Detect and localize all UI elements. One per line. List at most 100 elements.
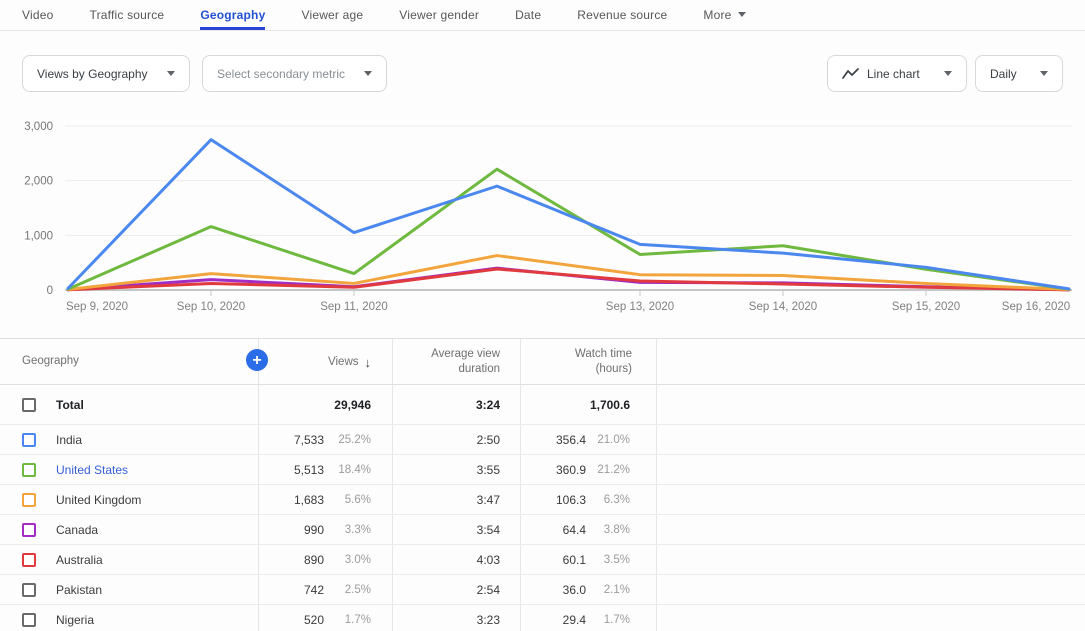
row-label[interactable]: Nigeria: [56, 612, 95, 627]
tab-label: Revenue source: [577, 7, 668, 22]
table-row-united-states: United States 5,513 18.4% 3:55 360.9 21.2%: [0, 455, 1085, 485]
avg-duration-value: 3:55: [476, 462, 500, 477]
watch-time-percent: 3.8%: [603, 523, 630, 536]
sort-descending-icon: ↓: [364, 354, 372, 370]
watch-time-value: 360.9: [555, 462, 586, 477]
watch-time-percent: 2.1%: [603, 583, 630, 596]
watch-time-percent: 21.0%: [597, 433, 630, 446]
avg-duration-line1: Average view: [431, 348, 500, 360]
row-checkbox[interactable]: [22, 582, 36, 597]
table-row-australia: Australia 890 3.0% 4:03 60.1 3.5%: [0, 545, 1085, 575]
watch-time-line1: Watch time: [574, 348, 632, 360]
y-axis-tick-label: 2,000: [24, 176, 53, 188]
watch-time-line2: (hours): [595, 363, 632, 375]
avg-duration-value: 4:03: [476, 552, 500, 567]
x-axis-tick-label: Sep 9, 2020: [66, 301, 128, 313]
watch-time-value: 29.4: [562, 612, 586, 627]
views-header-label: Views: [328, 356, 359, 368]
views-percent: 5.6%: [344, 493, 371, 506]
x-axis-tick-label: Sep 14, 2020: [749, 301, 817, 313]
y-axis-tick-label: 1,000: [24, 230, 53, 242]
row-label[interactable]: Canada: [56, 522, 99, 537]
total-views: 29,946: [334, 397, 371, 412]
tab-geography[interactable]: Geography: [200, 0, 266, 30]
tab-label: Date: [515, 7, 542, 22]
interval-dropdown[interactable]: Daily: [975, 55, 1063, 92]
chevron-down-icon: [1040, 71, 1048, 76]
series-line-australia: [66, 267, 1071, 292]
avg-duration-line2: duration: [458, 363, 500, 375]
views-percent: 1.7%: [344, 613, 371, 626]
row-checkbox[interactable]: [22, 462, 36, 477]
total-duration: 3:24: [475, 397, 500, 412]
row-checkbox[interactable]: [22, 492, 36, 507]
row-label[interactable]: United Kingdom: [56, 492, 142, 507]
row-checkbox[interactable]: [22, 612, 36, 627]
tab-video[interactable]: Video: [22, 0, 53, 30]
chart-type-label: Line chart: [867, 66, 920, 81]
views-percent: 18.4%: [338, 463, 371, 476]
series-line-united-kingdom: [66, 254, 1071, 292]
total-watch-time: 1,700.6: [589, 397, 630, 412]
avg-duration-value: 3:54: [476, 522, 500, 537]
x-axis-tick-label: Sep 10, 2020: [177, 301, 245, 313]
views-value: 1,683: [293, 492, 324, 507]
x-axis-tick-label: Sep 13, 2020: [606, 301, 674, 313]
watch-time-column-header: Watch time (hours): [520, 347, 632, 377]
x-axis-tick-label: Sep 16, 2020: [1002, 301, 1070, 313]
chevron-down-icon: [364, 71, 372, 76]
watch-time-value: 36.0: [562, 582, 586, 597]
row-label[interactable]: Pakistan: [56, 582, 103, 597]
row-label[interactable]: United States: [56, 462, 129, 477]
tab-revenue-source[interactable]: Revenue source: [577, 0, 667, 30]
column-divider: [520, 339, 521, 631]
views-column-header[interactable]: Views ↓: [258, 339, 371, 385]
table-row-canada: Canada 990 3.3% 3:54 64.4 3.8%: [0, 515, 1085, 545]
column-divider: [656, 339, 657, 631]
watch-time-value: 356.4: [555, 432, 586, 447]
avg-duration-value: 3:47: [476, 492, 500, 507]
views-percent: 2.5%: [344, 583, 371, 596]
secondary-metric-placeholder: Select secondary metric: [217, 66, 346, 81]
primary-metric-label: Views by Geography: [37, 66, 148, 81]
table-body: India 7,533 25.2% 2:50 356.4 21.0% United Stat…: [0, 425, 1085, 631]
geography-table: Geography + Views ↓ Average view duratio…: [0, 338, 1085, 631]
table-row-pakistan: Pakistan 742 2.5% 2:54 36.0 2.1%: [0, 575, 1085, 605]
views-value: 5,513: [293, 462, 324, 477]
views-value: 990: [303, 522, 324, 537]
total-checkbox[interactable]: [22, 397, 36, 412]
table-row-nigeria: Nigeria 520 1.7% 3:23 29.4 1.7%: [0, 605, 1085, 631]
views-value: 7,533: [293, 432, 324, 447]
tab-label: Video: [22, 7, 54, 22]
secondary-metric-dropdown[interactable]: Select secondary metric: [202, 55, 387, 92]
column-divider: [258, 339, 259, 631]
table-header-row: Geography + Views ↓ Average view duratio…: [0, 339, 1085, 385]
geography-column-header: Geography: [22, 355, 79, 367]
views-percent: 25.2%: [338, 433, 371, 446]
total-label: Total: [56, 397, 84, 412]
tab-date[interactable]: Date: [515, 0, 541, 30]
tab-more[interactable]: More: [703, 0, 746, 30]
x-axis-tick-label: Sep 15, 2020: [892, 301, 960, 313]
row-checkbox[interactable]: [22, 522, 36, 537]
series-line-united-states: [66, 167, 1071, 291]
chart-type-dropdown[interactable]: Line chart: [827, 55, 967, 92]
row-checkbox[interactable]: [22, 432, 36, 447]
tab-traffic-source[interactable]: Traffic source: [89, 0, 164, 30]
row-label[interactable]: India: [56, 432, 83, 447]
avg-duration-value: 2:54: [476, 582, 500, 597]
line-chart-svg: 0 1,000 2,000 3,000 Sep 9, 2020 Sep 10, 2020 S…: [24, 121, 1072, 313]
tab-viewer-gender[interactable]: Viewer gender: [399, 0, 479, 30]
add-metric-button[interactable]: +: [246, 349, 268, 371]
y-axis-tick-label: 3,000: [24, 121, 53, 133]
watch-time-value: 60.1: [562, 552, 586, 567]
primary-metric-dropdown[interactable]: Views by Geography: [22, 55, 190, 92]
tab-viewer-age[interactable]: Viewer age: [301, 0, 363, 30]
watch-time-value: 64.4: [562, 522, 586, 537]
watch-time-percent: 1.7%: [603, 613, 630, 626]
avg-duration-value: 2:50: [476, 432, 500, 447]
tab-label: More: [703, 7, 732, 22]
row-checkbox[interactable]: [22, 552, 36, 567]
row-label[interactable]: Australia: [56, 552, 103, 567]
